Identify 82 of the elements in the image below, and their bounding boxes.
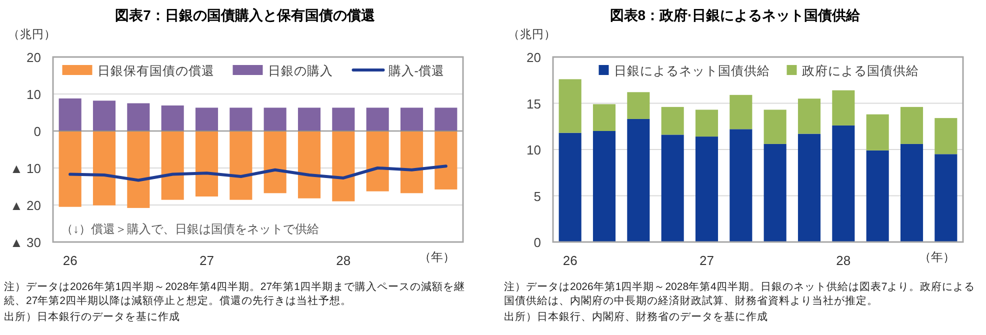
text: 出所）日本銀行のデータを基に作成 [4, 310, 181, 324]
y-tick-label: ▲ 10 [10, 161, 41, 176]
bar [434, 131, 458, 190]
bar [58, 98, 82, 131]
bar [92, 131, 116, 206]
bar [332, 131, 355, 202]
bar [832, 125, 855, 242]
bar [195, 108, 218, 131]
y-tick-label: 20 [26, 50, 41, 65]
chart-title: 図表7：日銀の国債購入と保有国債の償還 [115, 7, 375, 23]
bar [695, 136, 718, 242]
y-tick-label: 10 [526, 142, 541, 158]
bar [161, 131, 184, 200]
x-tick-label: 26 [62, 253, 78, 268]
bar [230, 108, 252, 131]
y-axis-title: （兆円） [508, 28, 556, 41]
y-tick-label: 0 [34, 124, 41, 139]
bar [298, 108, 321, 131]
bar [366, 131, 389, 192]
y-tick-label: 20 [526, 50, 541, 65]
bar [695, 110, 718, 137]
x-tick-label: 26 [562, 253, 578, 268]
bar [400, 108, 424, 131]
legend-label: 日銀保有国債の償還 [97, 64, 214, 78]
annotation: （↓）償還＞購入で、日銀は国債をネットで供給 [61, 222, 319, 236]
chart-title: 図表8：政府·日銀によるネット国債供給 [610, 7, 862, 23]
bar [264, 108, 286, 131]
x-tick-label: 27 [700, 253, 714, 268]
bar [798, 134, 821, 242]
bar [195, 131, 218, 196]
y-tick-label: 10 [26, 87, 41, 102]
bar [934, 154, 958, 242]
bar [764, 110, 786, 144]
bar [661, 106, 684, 135]
bar [730, 129, 752, 242]
bar [400, 131, 424, 194]
bar [832, 90, 855, 126]
bar [127, 103, 150, 131]
y-tick-label: ▲ 20 [10, 198, 41, 213]
bar [558, 79, 582, 133]
bar [161, 105, 184, 131]
bar [627, 92, 650, 119]
y-axis-title: （兆円） [8, 28, 56, 41]
bar [127, 131, 150, 208]
bar [592, 104, 616, 131]
bar [592, 131, 616, 242]
bar [332, 108, 355, 131]
x-axis-title: （年） [919, 250, 955, 264]
text: 注）データは2026年第1四半期～2028年第4四半期。27年第1四半期まで購入ペースの減額を継続、27年第2四半期以降は減額停止と想定。償還の先行きは当社予想。 [4, 280, 466, 308]
bar [230, 131, 252, 200]
text: 注）データは2026年第1四半期～2028年第4四半期。日銀のネット供給は図表7より。政府による国債供給は、内閣府の中長期の経済財政試算、財務省資料より当社が推定。 [504, 280, 976, 308]
bar [92, 100, 116, 131]
bar [798, 98, 821, 134]
line-series [68, 164, 448, 182]
y-tick-label: ▲ 30 [10, 235, 41, 250]
legend-label: 購入-償還 [388, 64, 444, 78]
bar [866, 114, 889, 150]
y-tick-label: 15 [526, 96, 541, 112]
bar [661, 134, 684, 242]
text: 出所）日本銀行、内閣府、財務省のデータを基に作成 [504, 310, 769, 324]
bar [900, 106, 924, 144]
x-tick-label: 28 [836, 253, 851, 268]
bar [900, 144, 924, 242]
legend-label: 日銀の購入 [268, 64, 333, 78]
bar [764, 144, 786, 242]
bar [366, 108, 389, 131]
bar [730, 94, 752, 130]
bar [434, 108, 458, 131]
x-axis-title: （年） [419, 250, 455, 264]
y-tick-label: 5 [534, 188, 541, 204]
bar [58, 131, 82, 207]
x-tick-label: 27 [200, 253, 214, 268]
legend-label: 政府による国債供給 [802, 63, 919, 78]
x-tick-label: 28 [336, 253, 351, 268]
bar [558, 132, 582, 242]
bar [866, 150, 889, 242]
legend-label: 日銀によるネット国債供給 [614, 64, 770, 78]
bar [934, 118, 958, 154]
bar [298, 131, 321, 198]
bar [264, 131, 286, 194]
y-tick-label: 0 [534, 235, 541, 250]
bar [627, 118, 650, 242]
